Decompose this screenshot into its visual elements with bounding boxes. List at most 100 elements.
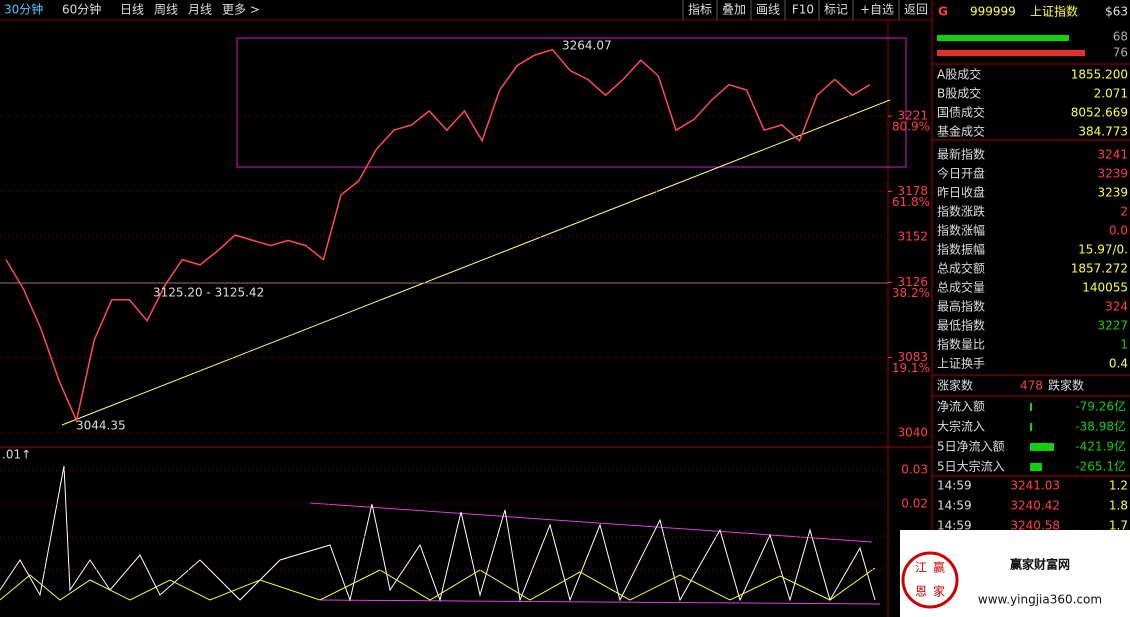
row-label: 最新指数 <box>937 147 985 162</box>
flow-label: 净流入额 <box>937 400 985 414</box>
seal-char: 恩 <box>915 585 927 599</box>
indicator-axis-label: 0.02 <box>901 497 928 511</box>
indicator-axis-label: 0.03 <box>901 463 928 477</box>
tick-time: 14:59 <box>937 519 972 533</box>
row-value: 324 <box>1105 300 1128 314</box>
row-value: 2.071 <box>1094 87 1128 101</box>
price-line <box>5 48 871 423</box>
row-value: 0.4 <box>1109 357 1128 371</box>
flow-value: -79.26亿 <box>1075 399 1126 414</box>
toolbar-button[interactable]: 指标 <box>688 2 712 17</box>
row-value: 15.97/0. <box>1078 243 1128 257</box>
toolbar-button[interactable]: 叠加 <box>722 3 746 17</box>
row-label: A股成交 <box>937 67 981 82</box>
fib-label: 38.2% <box>892 286 930 300</box>
toolbar-button[interactable]: 标记 <box>824 3 848 17</box>
row-value: 8052.669 <box>1071 106 1128 120</box>
fib-label: 61.8% <box>892 195 930 209</box>
bar-up <box>937 35 1069 41</box>
row-value: 3227 <box>1097 319 1128 333</box>
flow-label: 大宗流入 <box>937 419 985 434</box>
toolbar-button[interactable]: 画线 <box>756 3 780 17</box>
timeframe-tab[interactable]: 30分钟 <box>4 2 43 17</box>
flow-bar <box>1030 463 1042 471</box>
row-label: 基金成交 <box>937 124 985 139</box>
oscillator-line <box>0 465 876 602</box>
bar-value: 68 <box>1113 30 1128 44</box>
toolbar <box>0 0 932 20</box>
row-value: 3239 <box>1097 186 1128 200</box>
fib-label: 80.9% <box>892 120 930 134</box>
toolbar-button[interactable]: +自选 <box>860 3 894 17</box>
seal-char: 家 <box>933 584 945 599</box>
row-value: 2 <box>1120 205 1128 219</box>
toolbar-button[interactable]: 返回 <box>904 3 928 17</box>
seal-char: 赢 <box>933 560 945 575</box>
row-value: 3241 <box>1097 148 1128 162</box>
breadth-label: 涨家数 <box>937 378 973 393</box>
trend-line <box>61 99 891 426</box>
row-value: 3239 <box>1097 167 1128 181</box>
row-label: 指数振幅 <box>937 242 985 257</box>
site-url: www.yingjia360.com <box>978 593 1102 607</box>
box-drawing <box>236 37 907 168</box>
tick-time: 14:59 <box>937 479 972 493</box>
breadth-label: 跌家数 <box>1048 378 1084 393</box>
indicator-label: .01↑ <box>2 448 31 462</box>
row-value: 1855.200 <box>1071 68 1128 82</box>
high-label: 3264.07 <box>562 39 612 53</box>
watermark: 江赢恩 家 赢家财富网 www.yingjia360.com <box>900 530 1130 617</box>
tick-volume: 1.2 <box>1109 479 1128 493</box>
flow-value: -38.98亿 <box>1075 419 1126 434</box>
timeframe-tab[interactable]: 更多 > <box>222 3 260 17</box>
flow-value: -265.1亿 <box>1075 459 1126 474</box>
site-name: 赢家财富网 <box>1010 557 1070 572</box>
timeframe-tab[interactable]: 周线 <box>154 3 178 17</box>
tick-volume: 1.7 <box>1109 519 1128 533</box>
row-label: 上证换手 <box>937 357 985 371</box>
tick-price: 3240.58 <box>1010 519 1060 533</box>
flow-value: -421.9亿 <box>1075 439 1126 454</box>
row-label: 总成交量 <box>937 280 985 295</box>
y-tick-label: 3221 <box>897 109 928 123</box>
row-label: B股成交 <box>937 86 981 101</box>
tick-price: 3240.42 <box>1010 499 1060 513</box>
channel-upper <box>309 502 873 543</box>
row-label: 最高指数 <box>937 299 985 314</box>
fib-label: 19.1% <box>892 361 930 375</box>
tick-price: 3241.03 <box>1010 479 1060 493</box>
channel-lower <box>319 599 881 605</box>
y-tick-label: 3178 <box>897 184 928 198</box>
index-code: 999999 <box>970 5 1016 19</box>
breadth-value: 478 <box>1020 379 1043 393</box>
bar-down <box>937 50 1085 56</box>
flow-bar <box>1030 403 1032 411</box>
timeframe-tab[interactable]: 日线 <box>120 3 144 17</box>
row-value: 384.773 <box>1078 125 1128 139</box>
flow-label: 5日净流入额 <box>937 440 1005 454</box>
row-label: 总成交额 <box>937 261 985 276</box>
watermark-bg <box>900 530 1130 617</box>
row-label: 国债成交 <box>937 105 985 120</box>
low-label: 3044.35 <box>76 419 126 433</box>
y-tick-label: 3040 <box>897 425 928 439</box>
seal-char: 江 <box>915 561 927 575</box>
row-label: 今日开盘 <box>937 166 985 181</box>
flow-bar <box>1030 443 1054 451</box>
row-value: 0.0 <box>1109 224 1128 238</box>
flow-bar <box>1030 423 1032 431</box>
y-tick-label: 3083 <box>897 350 928 364</box>
extra: $63 <box>1105 5 1128 19</box>
row-label: 昨日收盘 <box>937 185 985 200</box>
flow-label: 5日大宗流入 <box>937 459 1005 474</box>
timeframe-tab[interactable]: 月线 <box>188 3 212 17</box>
row-value: 1857.272 <box>1071 262 1128 276</box>
tick-volume: 1.8 <box>1109 499 1128 513</box>
badge: G <box>938 5 948 19</box>
index-name: 上证指数 <box>1030 4 1078 19</box>
bar-value: 76 <box>1113 46 1128 60</box>
row-value: 1 <box>1120 338 1128 352</box>
toolbar-button[interactable]: F10 <box>792 3 814 17</box>
timeframe-tab[interactable]: 60分钟 <box>62 2 101 17</box>
